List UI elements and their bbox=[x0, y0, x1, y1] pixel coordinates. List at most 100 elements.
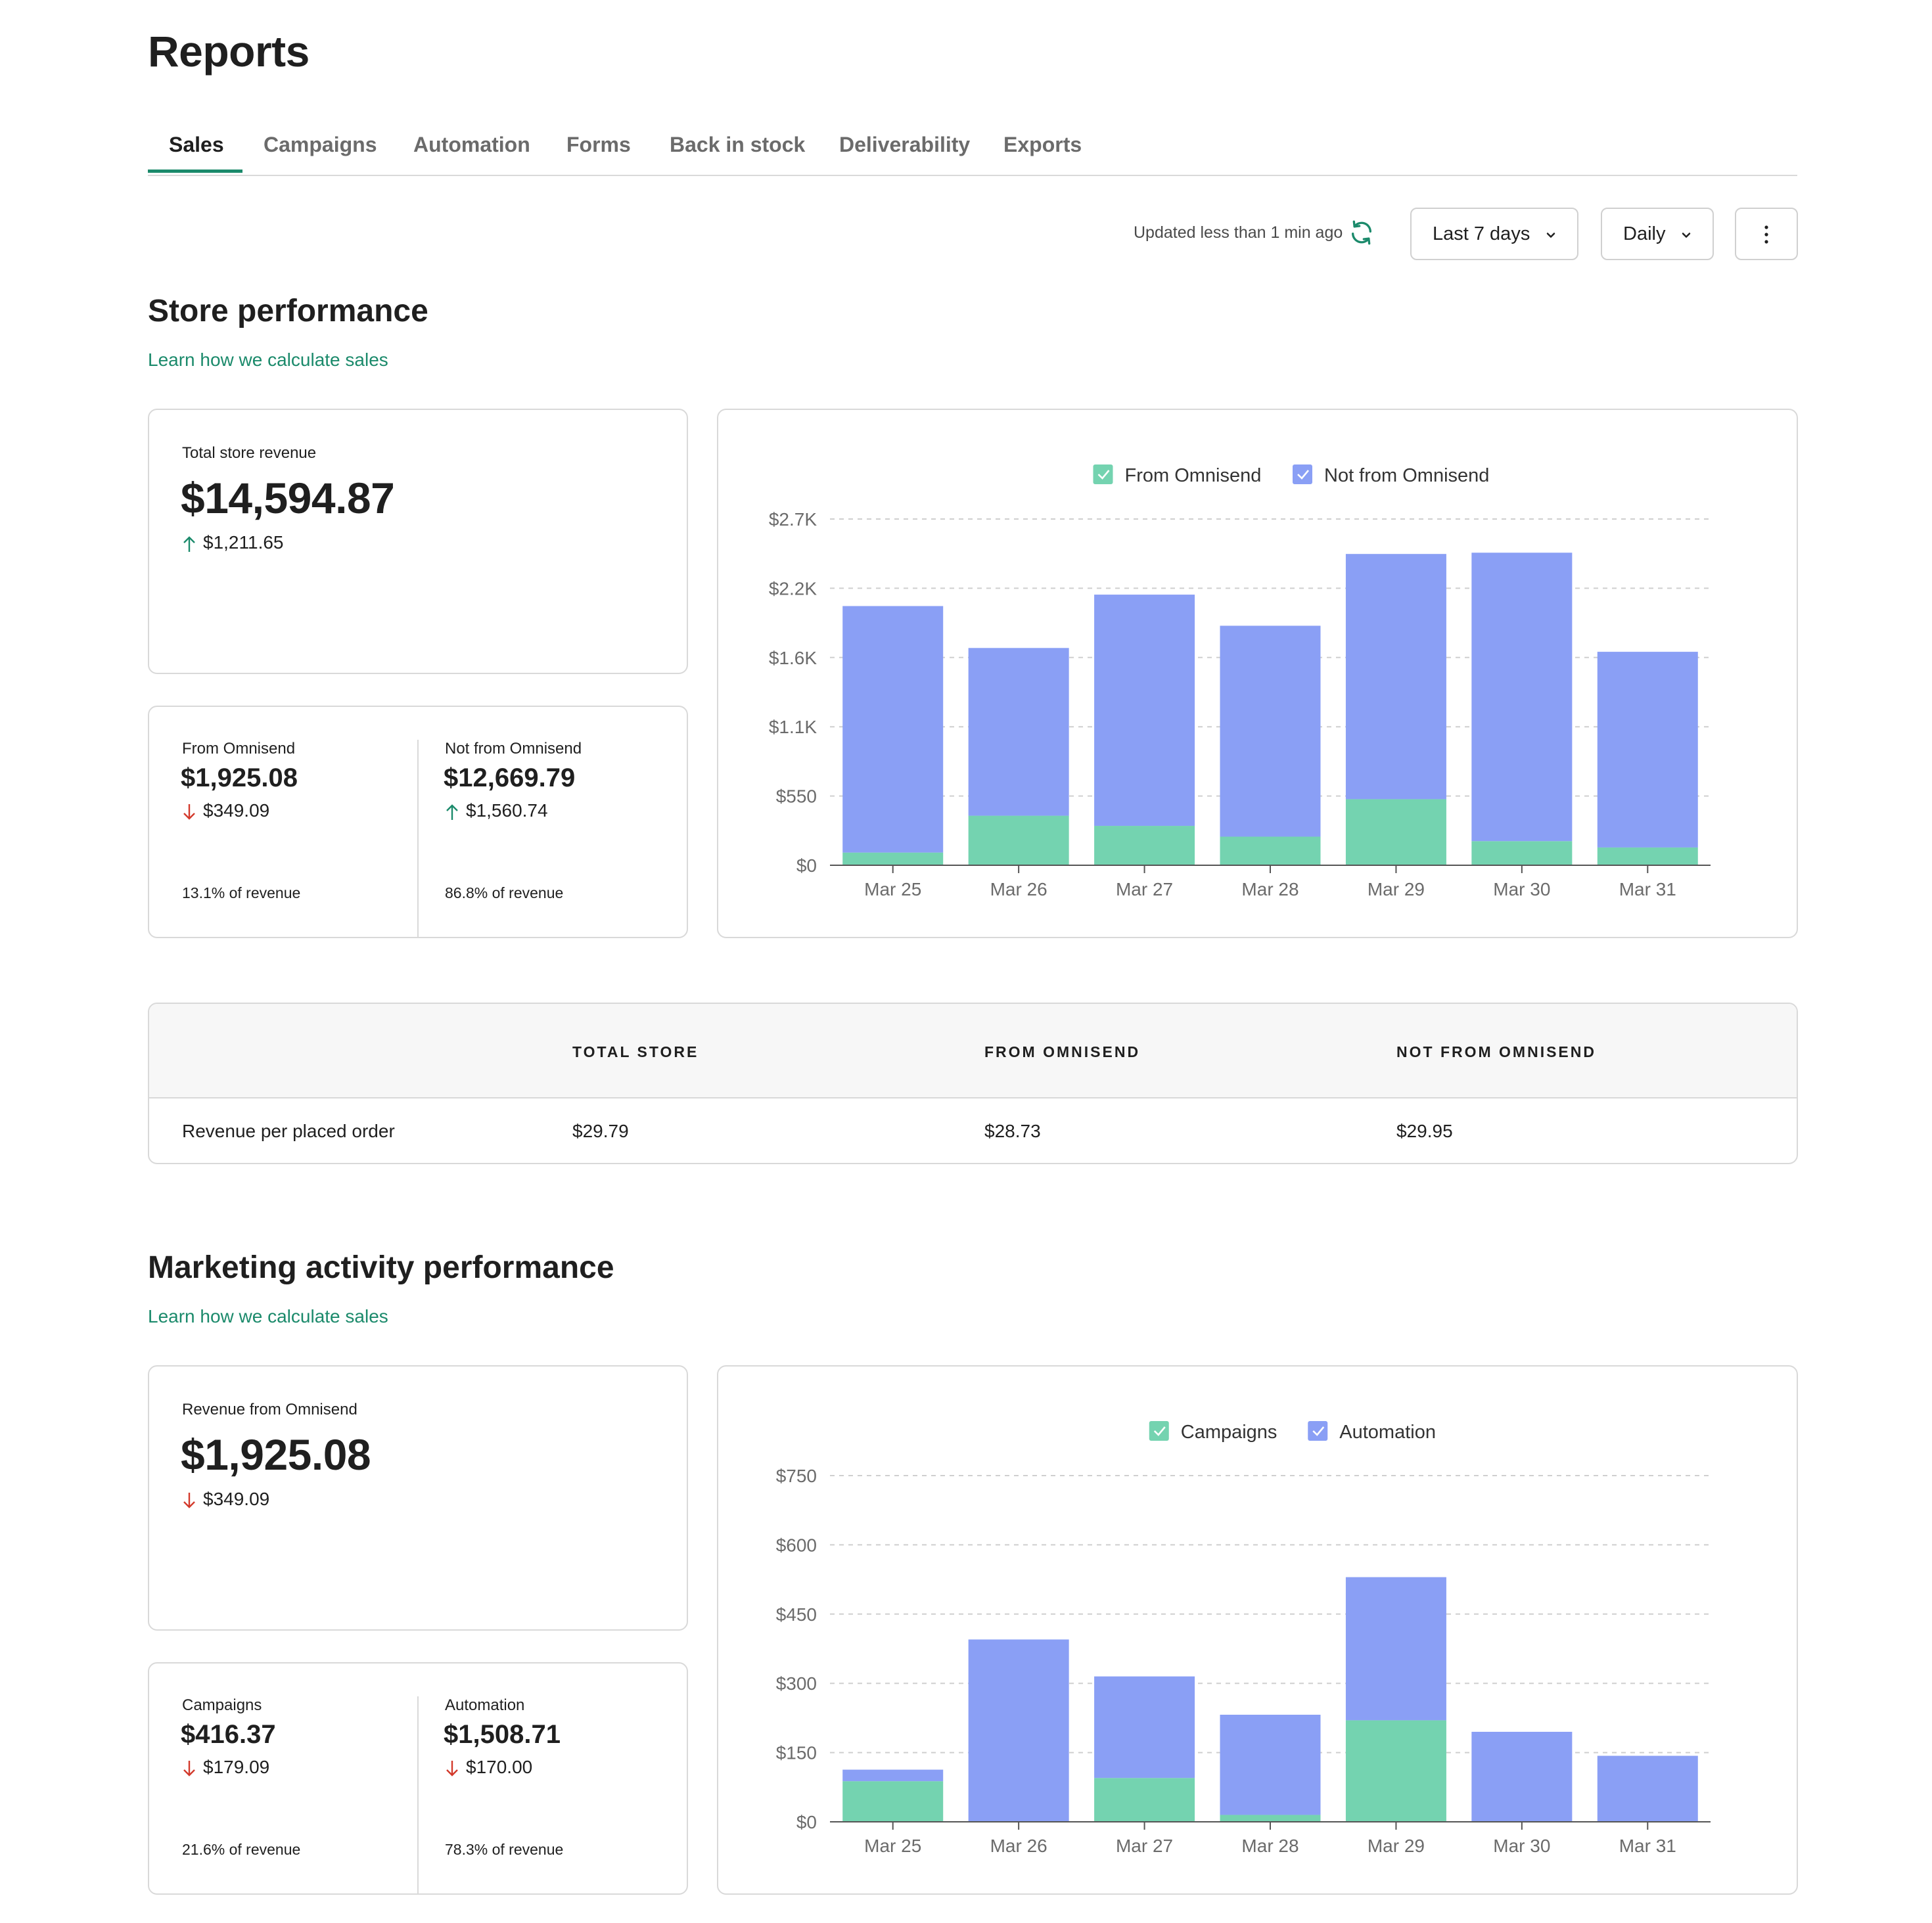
bar-segment[interactable] bbox=[1094, 1778, 1195, 1822]
y-tick-label: $0 bbox=[796, 855, 817, 876]
y-tick-label: $300 bbox=[776, 1673, 817, 1694]
refresh-icon[interactable] bbox=[1348, 219, 1375, 246]
tab-campaigns[interactable]: Campaigns bbox=[264, 133, 377, 156]
metric-value: $416.37 bbox=[181, 1720, 276, 1749]
granularity-label: Daily bbox=[1623, 223, 1666, 244]
channel-split-card: Campaigns $416.37 $179.09 21.6% of reven… bbox=[148, 1662, 688, 1895]
source-split-card: From Omnisend $1,925.08 $349.09 13.1% of… bbox=[148, 706, 688, 938]
legend-label: Campaigns bbox=[1181, 1422, 1277, 1443]
y-tick-label: $2.7K bbox=[769, 509, 817, 530]
learn-calc-link[interactable]: Learn how we calculate sales bbox=[148, 350, 388, 370]
bar-segment[interactable] bbox=[1471, 1731, 1573, 1822]
bar-segment[interactable] bbox=[968, 1639, 1069, 1822]
column-header: NOT FROM OMNISEND bbox=[1396, 1043, 1596, 1060]
y-tick-label: $1.6K bbox=[769, 648, 817, 668]
y-tick-label: $750 bbox=[776, 1466, 817, 1486]
bar-segment[interactable] bbox=[1597, 652, 1698, 848]
bar-segment[interactable] bbox=[1471, 553, 1573, 842]
legend-checkbox[interactable] bbox=[1293, 464, 1312, 484]
bar-segment[interactable] bbox=[1094, 826, 1195, 865]
bar-segment[interactable] bbox=[1094, 1676, 1195, 1778]
granularity-dropdown[interactable]: Daily bbox=[1601, 208, 1714, 260]
divider bbox=[417, 740, 419, 937]
legend-item[interactable]: Not from Omnisend bbox=[1293, 464, 1489, 486]
bar-segment[interactable] bbox=[1220, 625, 1321, 837]
arrow-down-icon bbox=[183, 1493, 195, 1508]
more-options-button[interactable] bbox=[1735, 208, 1798, 260]
x-tick-label: Mar 29 bbox=[1368, 1836, 1425, 1856]
legend-checkbox[interactable] bbox=[1149, 1421, 1169, 1441]
kebab-menu-icon bbox=[1764, 225, 1768, 244]
x-tick-label: Mar 28 bbox=[1241, 879, 1299, 899]
table-header: TOTAL STORE FROM OMNISEND NOT FROM OMNIS… bbox=[149, 1004, 1797, 1098]
bar-segment[interactable] bbox=[1220, 1815, 1321, 1822]
tab-deliverability[interactable]: Deliverability bbox=[839, 133, 971, 156]
x-tick-label: Mar 28 bbox=[1241, 1836, 1299, 1856]
arrow-down-icon bbox=[446, 1761, 458, 1776]
metric-label: Campaigns bbox=[182, 1696, 262, 1714]
column-header: TOTAL STORE bbox=[572, 1043, 699, 1060]
x-tick-label: Mar 31 bbox=[1619, 1836, 1676, 1856]
bar-segment[interactable] bbox=[1345, 1720, 1446, 1822]
bar-segment[interactable] bbox=[1345, 1577, 1446, 1721]
store-performance-title: Store performance bbox=[148, 294, 428, 328]
legend-item[interactable]: Automation bbox=[1308, 1421, 1436, 1443]
date-range-dropdown[interactable]: Last 7 days bbox=[1410, 208, 1578, 260]
legend-checkbox[interactable] bbox=[1308, 1421, 1328, 1441]
metric-label: Automation bbox=[445, 1696, 525, 1714]
share-of-revenue: 78.3% of revenue bbox=[445, 1841, 564, 1858]
metric-value: $14,594.87 bbox=[181, 474, 395, 522]
table-cell: $29.95 bbox=[1396, 1121, 1453, 1141]
bar-segment[interactable] bbox=[1094, 595, 1195, 826]
learn-calc-link[interactable]: Learn how we calculate sales bbox=[148, 1306, 388, 1326]
row-label: Revenue per placed order bbox=[182, 1121, 395, 1141]
chevron-down-icon bbox=[1546, 233, 1555, 238]
total-store-revenue-card: Total store revenue $14,594.87 $1,211.65 bbox=[148, 409, 688, 674]
revenue-per-order-table: TOTAL STORE FROM OMNISEND NOT FROM OMNIS… bbox=[148, 1003, 1798, 1164]
y-tick-label: $550 bbox=[776, 786, 817, 807]
page-title: Reports bbox=[148, 27, 310, 76]
bar-segment[interactable] bbox=[842, 1781, 944, 1822]
share-of-revenue: 13.1% of revenue bbox=[182, 884, 301, 901]
legend-item[interactable]: From Omnisend bbox=[1093, 464, 1262, 486]
bar-segment[interactable] bbox=[968, 815, 1069, 865]
metric-label: Revenue from Omnisend bbox=[182, 1401, 357, 1418]
bar-segment[interactable] bbox=[1220, 836, 1321, 865]
date-range-label: Last 7 days bbox=[1433, 223, 1530, 244]
x-tick-label: Mar 29 bbox=[1368, 879, 1425, 899]
bar-segment[interactable] bbox=[1220, 1714, 1321, 1815]
legend-label: From Omnisend bbox=[1125, 465, 1262, 486]
metric-value: $1,925.08 bbox=[181, 763, 298, 792]
legend-checkbox[interactable] bbox=[1093, 464, 1113, 484]
tab-forms[interactable]: Forms bbox=[566, 133, 631, 156]
x-tick-label: Mar 30 bbox=[1493, 1836, 1550, 1856]
bar-segment[interactable] bbox=[1471, 841, 1573, 865]
check-icon bbox=[1312, 1426, 1325, 1436]
bar-segment[interactable] bbox=[1345, 799, 1446, 865]
updated-status: Updated less than 1 min ago bbox=[1134, 223, 1343, 242]
tab-sales[interactable]: Sales bbox=[169, 133, 224, 156]
store-revenue-chart: From Omnisend Not from Omnisend $0 $550 $1.1… bbox=[769, 464, 1711, 899]
tab-exports[interactable]: Exports bbox=[1003, 133, 1082, 156]
x-tick-label: Mar 27 bbox=[1116, 1836, 1173, 1856]
tab-back-in-stock[interactable]: Back in stock bbox=[670, 133, 806, 156]
bar-segment[interactable] bbox=[1597, 847, 1698, 865]
metric-value: $1,508.71 bbox=[444, 1720, 561, 1749]
bar-segment[interactable] bbox=[1597, 1755, 1698, 1822]
bar-segment[interactable] bbox=[968, 648, 1069, 816]
bar-segment[interactable] bbox=[1345, 554, 1446, 800]
legend-item[interactable]: Campaigns bbox=[1149, 1421, 1277, 1443]
y-tick-label: $2.2K bbox=[769, 578, 817, 599]
table-cell: $28.73 bbox=[984, 1121, 1041, 1141]
active-tab-indicator bbox=[148, 170, 242, 173]
bar-segment[interactable] bbox=[842, 606, 944, 853]
bar-segment[interactable] bbox=[842, 1769, 944, 1782]
tab-automation[interactable]: Automation bbox=[413, 133, 530, 156]
metric-value: $12,669.79 bbox=[444, 763, 576, 792]
check-icon bbox=[1153, 1426, 1166, 1436]
store-revenue-chart-card: From Omnisend Not from Omnisend $0 $550 $1.1… bbox=[717, 409, 1798, 938]
bar-segment[interactable] bbox=[842, 852, 944, 865]
revenue-from-omnisend-card: Revenue from Omnisend $1,925.08 $349.09 bbox=[148, 1365, 688, 1631]
metric-label: Total store revenue bbox=[182, 444, 317, 462]
report-tabs: Sales Campaigns Automation Forms Back in… bbox=[148, 129, 1797, 176]
